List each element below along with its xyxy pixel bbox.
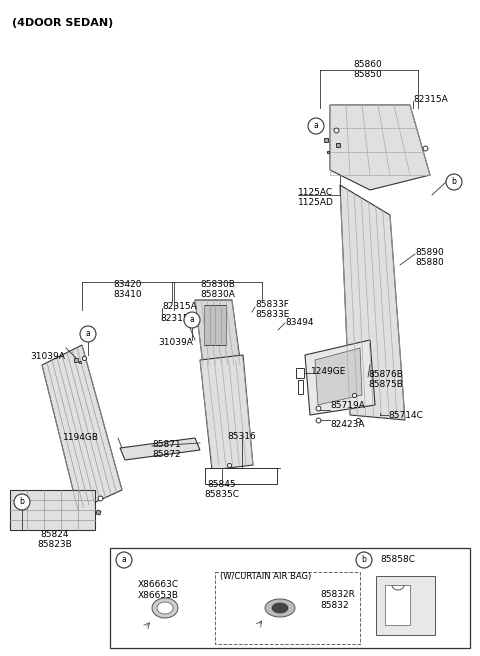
FancyBboxPatch shape [385,585,410,625]
Polygon shape [305,340,375,415]
Text: X86663C
X86653B: X86663C X86653B [138,580,179,600]
Text: 85316: 85316 [228,432,256,441]
Text: 85719A: 85719A [330,401,365,410]
Text: 31039A: 31039A [158,338,193,347]
Polygon shape [42,345,122,510]
Polygon shape [315,348,362,405]
Text: 85824
85823B: 85824 85823B [37,530,72,550]
FancyBboxPatch shape [215,572,360,644]
FancyBboxPatch shape [298,380,303,394]
Circle shape [308,118,324,134]
Polygon shape [195,300,240,365]
Text: a: a [313,121,318,131]
Circle shape [446,174,462,190]
Text: a: a [85,329,90,338]
Text: 1249GE: 1249GE [311,367,347,377]
FancyBboxPatch shape [376,576,435,635]
Text: 85832R
85832: 85832R 85832 [320,590,355,610]
Text: 83494: 83494 [285,318,313,327]
Text: 31039A: 31039A [30,352,65,361]
Polygon shape [340,185,405,420]
Circle shape [80,326,96,342]
Polygon shape [120,438,200,460]
Text: b: b [20,497,24,506]
Text: 83420
83410: 83420 83410 [114,280,142,299]
FancyBboxPatch shape [296,368,304,378]
Text: a: a [121,556,126,565]
Text: (4DOOR SEDAN): (4DOOR SEDAN) [12,18,113,28]
Circle shape [14,494,30,510]
Text: 85845
85835C: 85845 85835C [204,480,240,499]
Text: 85871
85872: 85871 85872 [152,440,181,459]
Ellipse shape [265,599,295,617]
Text: 82315A: 82315A [413,95,448,104]
FancyBboxPatch shape [110,548,470,648]
Polygon shape [330,105,430,190]
Text: 1125AC
1125AD: 1125AC 1125AD [298,188,334,207]
Circle shape [356,552,372,568]
Text: 82315A: 82315A [160,314,195,323]
Text: 85858C: 85858C [380,556,415,565]
Text: 82423A: 82423A [330,420,364,429]
Text: 85876B
85875B: 85876B 85875B [368,370,403,390]
Text: 85833F
85833E: 85833F 85833E [255,300,289,319]
Text: a: a [190,316,194,325]
Text: 1194GB: 1194GB [63,434,99,443]
Text: 85890
85880: 85890 85880 [415,248,444,268]
Ellipse shape [152,598,178,618]
Text: b: b [452,178,456,186]
FancyBboxPatch shape [205,468,277,484]
Circle shape [116,552,132,568]
FancyBboxPatch shape [204,305,226,345]
Text: b: b [361,556,366,565]
Text: 85860
85850: 85860 85850 [354,60,383,79]
Text: (W/CURTAIN AIR BAG): (W/CURTAIN AIR BAG) [220,572,311,581]
Text: 82315A: 82315A [162,302,197,311]
Text: 85714C: 85714C [388,411,423,419]
Ellipse shape [272,603,288,613]
Ellipse shape [157,602,173,614]
Polygon shape [200,355,253,470]
Circle shape [184,312,200,328]
Polygon shape [10,490,95,530]
Text: 85830B
85830A: 85830B 85830A [201,280,235,299]
